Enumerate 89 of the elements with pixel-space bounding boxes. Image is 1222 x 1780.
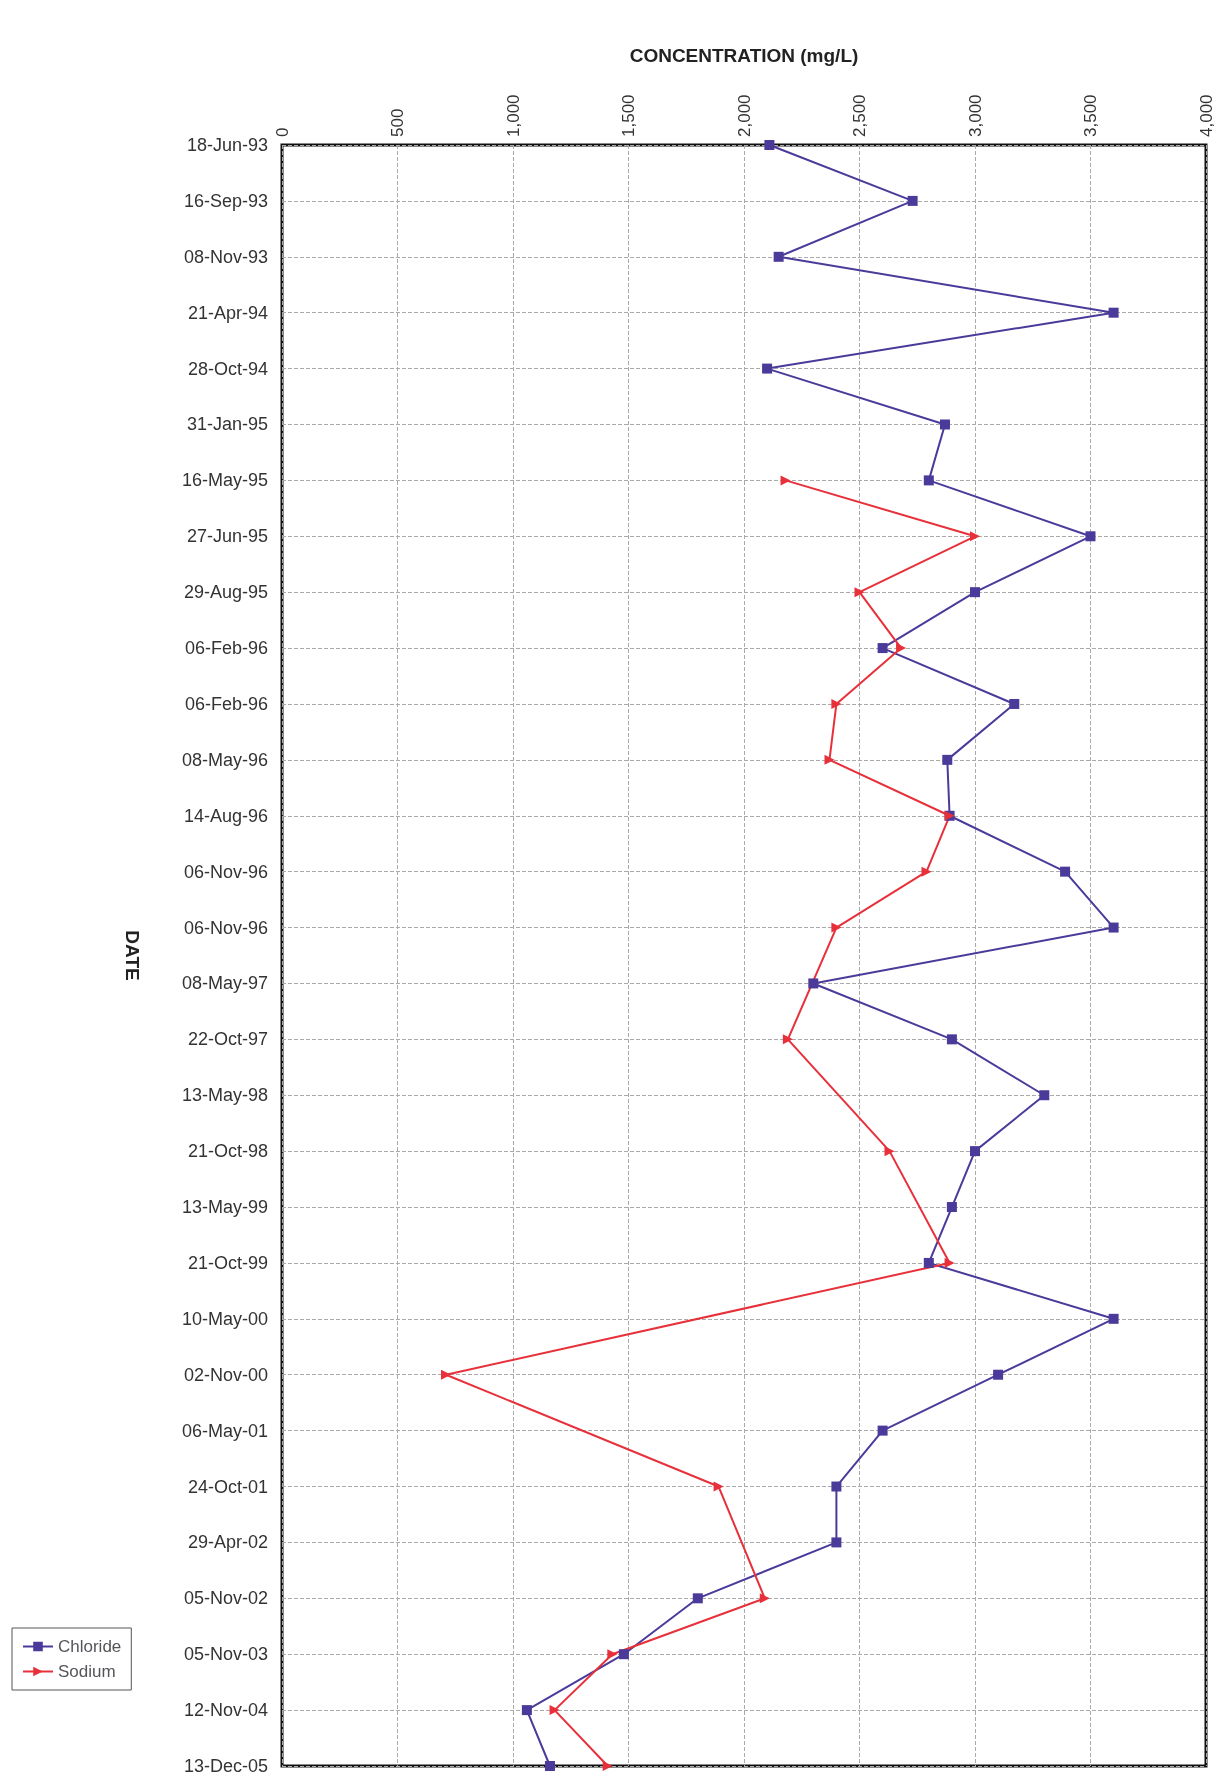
point [692,1593,703,1604]
point [884,1146,895,1157]
y-tick-label: 22-Oct-97 [187,1029,268,1050]
x-tick-label: 1,500 [619,94,638,137]
y-tick-label: 10-May-00 [181,1308,268,1329]
y-tick-label: 28-Oct-94 [187,358,268,379]
point [759,1593,770,1604]
point [1039,1090,1050,1101]
point [1108,307,1119,318]
x-tick-label: 2,500 [850,94,869,137]
point [831,698,842,709]
x-tick-label: 0 [272,127,292,137]
point [521,1705,532,1716]
y-tick-label: 05-Nov-02 [183,1588,268,1609]
y-tick-label: 12-Nov-04 [183,1700,268,1721]
point [831,922,842,933]
point [1108,922,1119,933]
legend-label: Chloride [58,1637,122,1656]
y-tick-label: 21-Oct-98 [187,1141,268,1162]
y-tick-label: 06-Nov-96 [183,917,268,938]
y-tick-label: 27-Jun-95 [186,526,268,547]
y-tick-label: 14-Aug-96 [183,805,268,826]
y-tick-label: 13-Dec-05 [183,1756,268,1776]
y-tick-label: 08-Nov-93 [183,246,268,267]
point [782,1034,793,1045]
x-tick-label: 3,000 [965,94,985,137]
point [549,1705,560,1716]
point [762,363,773,374]
y-tick-label: 13-May-99 [181,1197,268,1218]
y-tick-label: 08-May-96 [181,749,268,770]
point [946,1034,957,1045]
x-tick-label: 4,000 [1196,94,1216,137]
point [896,643,907,654]
y-tick-label: 21-Apr-94 [187,302,268,323]
y-tick-label: 06-May-01 [181,1420,268,1441]
point [923,475,934,486]
point [713,1481,724,1492]
point [970,1146,980,1157]
y-tick-label: 18-Jun-93 [186,135,268,155]
point [942,754,953,765]
y-axis-title: DATE [122,930,143,981]
point [773,251,784,262]
y-tick-label: 29-Apr-02 [187,1532,268,1553]
point [808,978,819,989]
y-tick-label: 06-Nov-96 [183,861,268,882]
y-tick-label: 16-May-95 [181,470,268,491]
point [780,475,791,486]
point [1085,531,1096,542]
y-tick-label: 06-Feb-96 [184,638,268,659]
y-tick-label: 02-Nov-00 [183,1364,268,1385]
x-tick-label: 500 [388,108,407,137]
y-tick-label: 06-Feb-96 [184,693,268,714]
point [831,1481,842,1492]
point [831,1537,842,1548]
y-tick-label: 05-Nov-03 [183,1644,268,1665]
point [764,140,775,150]
point [618,1649,629,1660]
point [607,1649,618,1660]
y-tick-label: 08-May-97 [181,973,268,994]
point [970,587,980,598]
y-tick-label: 16-Sep-93 [183,190,268,211]
point [854,587,865,598]
point [1108,1313,1119,1324]
x-axis-title: CONCENTRATION (mg/L) [629,45,859,66]
point [824,754,835,765]
point [907,195,918,206]
point [939,419,950,430]
legend-label: Sodium [58,1662,116,1681]
point [946,1202,957,1213]
point [877,1425,888,1436]
point [1060,866,1071,877]
point [970,531,980,542]
point [944,1257,955,1268]
y-tick-label: 24-Oct-01 [187,1476,268,1497]
point [602,1761,613,1771]
point [923,1257,934,1268]
point [441,1369,452,1380]
x-tick-label: 2,000 [734,94,754,137]
point [921,866,932,877]
point [1009,698,1020,709]
y-tick-label: 21-Oct-99 [187,1252,268,1273]
point [544,1761,555,1771]
y-tick-label: 29-Aug-95 [183,582,268,603]
y-tick-label: 31-Jan-95 [186,414,268,435]
point [877,643,888,654]
point [993,1369,1004,1380]
y-tick-label: 13-May-98 [181,1085,268,1106]
x-tick-label: 3,500 [1081,94,1100,137]
x-tick-label: 1,000 [503,94,523,137]
